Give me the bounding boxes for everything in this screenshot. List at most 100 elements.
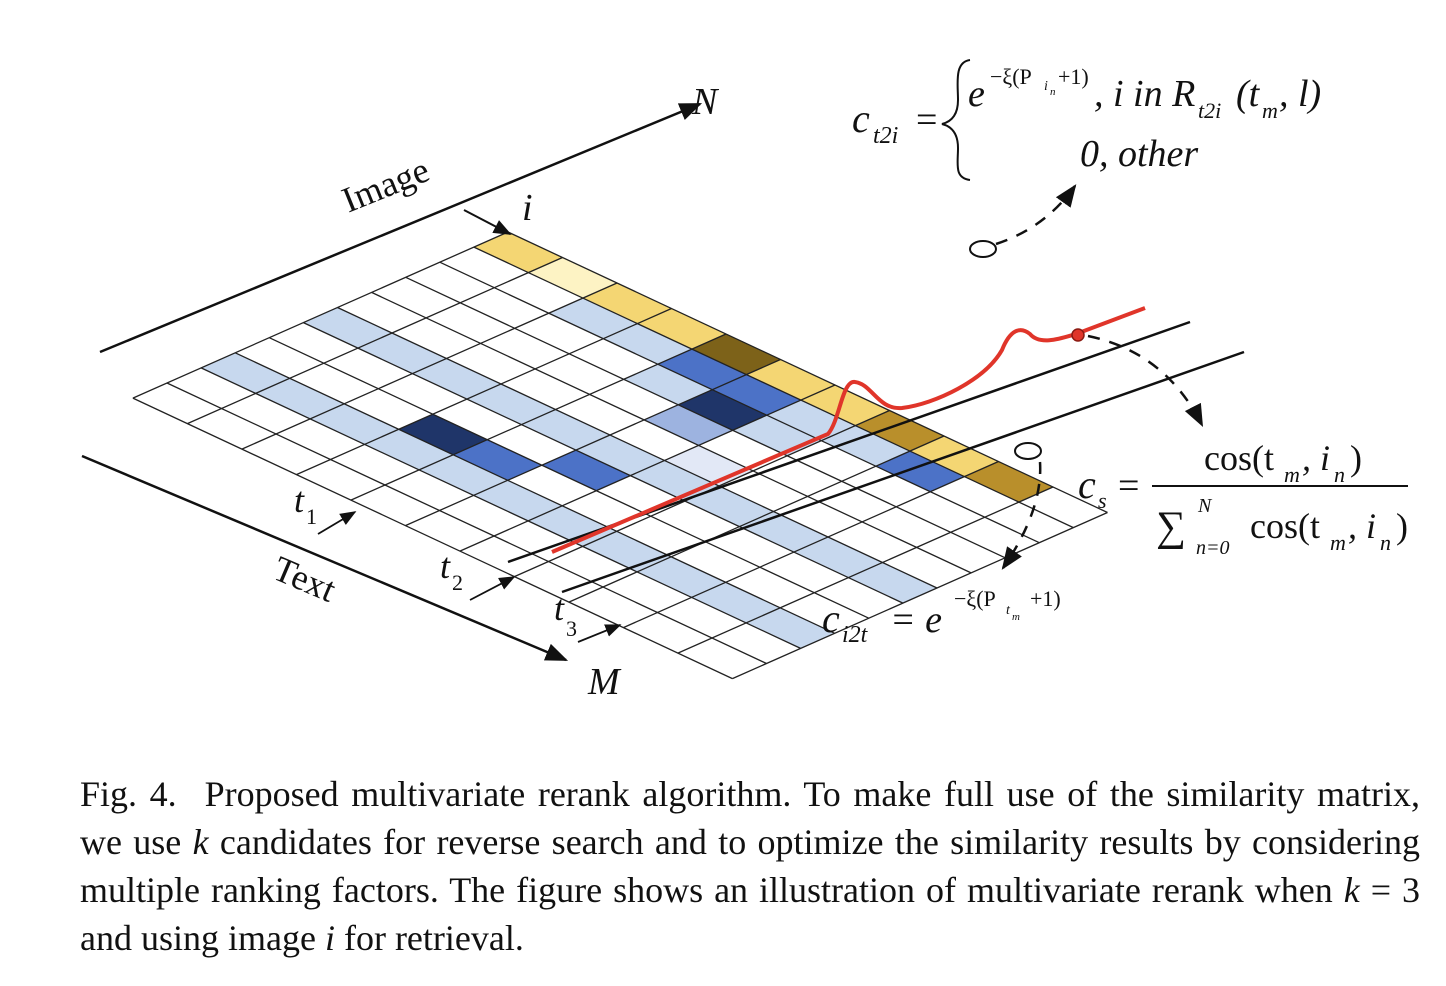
- svg-text:(t: (t: [1236, 73, 1261, 115]
- formula-c-s: c s = cos(t m , i n ) ∑ N n=0 cos(t m , …: [1078, 438, 1408, 559]
- n-axis-label: N: [691, 81, 720, 123]
- grid-line: [132, 231, 509, 399]
- grid-line: [337, 306, 938, 589]
- svg-text:3: 3: [566, 616, 577, 641]
- svg-text:t: t: [440, 546, 451, 586]
- row-label-t1: t 1: [294, 480, 357, 535]
- svg-text:−ξ(P: −ξ(P: [954, 586, 996, 611]
- matrix-cell: [691, 582, 781, 623]
- svg-text:1: 1: [306, 504, 317, 529]
- matrix-cell: [364, 429, 454, 470]
- matrix-cell: [691, 334, 781, 375]
- caption-text: Proposed multivariate rerank algorithm. …: [80, 774, 1420, 862]
- svg-text:m: m: [1284, 462, 1300, 487]
- matrix-cell: [637, 308, 726, 350]
- caption-i: i: [324, 918, 335, 958]
- t2i-pointer-arrow: [995, 184, 1077, 246]
- matrix-cell: [473, 480, 563, 521]
- svg-text:m: m: [1330, 530, 1346, 555]
- grid-line: [234, 352, 835, 634]
- matrix-cell: [398, 414, 488, 455]
- t2i-marker-dot: [969, 240, 997, 258]
- matrix-cell: [453, 439, 542, 481]
- grid-line: [269, 337, 870, 619]
- caption-text: for retrieval.: [334, 918, 524, 958]
- matrix-cell: [793, 537, 883, 578]
- svg-text:, l): , l): [1279, 73, 1321, 115]
- matrix-cell: [746, 607, 835, 649]
- svg-text:2: 2: [452, 570, 463, 595]
- matrix-cell: [528, 505, 617, 547]
- matrix-cell: [603, 323, 692, 365]
- matrix-cell: [521, 409, 610, 451]
- matrix-cell: [909, 436, 999, 477]
- matrix-cell: [684, 486, 774, 527]
- image-i-label: i: [522, 187, 533, 229]
- grid-line: [132, 397, 733, 680]
- row-label-t2: t 2: [440, 546, 516, 601]
- similarity-matrix-grid: [132, 231, 1108, 680]
- svg-text:N: N: [1197, 495, 1213, 517]
- svg-text:n=0: n=0: [1196, 537, 1230, 559]
- svg-text:n: n: [1050, 86, 1056, 98]
- matrix-cell: [528, 257, 617, 299]
- svg-text:c: c: [852, 96, 870, 141]
- svg-text:n: n: [1334, 462, 1345, 487]
- matrix-cell: [800, 385, 890, 426]
- figure-number: Fig. 4.: [80, 774, 177, 814]
- svg-text:e: e: [968, 73, 985, 115]
- image-i-pointer: [463, 209, 512, 235]
- matrix-cell: [623, 364, 713, 405]
- grid-line: [405, 276, 1006, 559]
- formula-c-t2i: c t2i = e −ξ(P i n +1) , i in R t2i (t m…: [852, 59, 1321, 181]
- similarity-matrix-cells: [201, 232, 1053, 649]
- cs-pointer-arrow: [1087, 334, 1204, 428]
- svg-text:0, other: 0, other: [1080, 133, 1198, 175]
- grid-line: [371, 291, 972, 574]
- matrix-cell: [473, 232, 563, 273]
- grid-line: [568, 435, 945, 603]
- svg-text:∑: ∑: [1156, 504, 1186, 550]
- svg-text:=: =: [1118, 465, 1139, 507]
- grid-line: [187, 256, 563, 425]
- grid-line: [459, 384, 836, 552]
- caption-text: candidates for reverse search and to opt…: [80, 822, 1421, 910]
- grid-line: [405, 358, 781, 527]
- svg-text:m: m: [1012, 611, 1020, 623]
- matrix-cell: [644, 404, 733, 446]
- matrix-cell: [821, 425, 910, 467]
- grid-line: [350, 333, 727, 501]
- formula-c-i2t: c i2t = e −ξ(P t m +1): [822, 586, 1061, 648]
- matrix-cell: [201, 352, 290, 394]
- svg-text:t2i: t2i: [1198, 98, 1221, 123]
- matrix-cell: [255, 378, 345, 419]
- figure-caption: Fig. 4. Proposed multivariate rerank algo…: [80, 770, 1420, 962]
- matrix-cell: [678, 389, 767, 431]
- grid-line: [296, 307, 672, 476]
- svg-text:): ): [1396, 506, 1408, 546]
- svg-text:cos(t: cos(t: [1204, 438, 1274, 478]
- svg-text:+1): +1): [1030, 586, 1061, 611]
- matrix-cell: [746, 359, 835, 401]
- svg-text:, i: , i: [1302, 438, 1330, 478]
- svg-text:t: t: [294, 480, 305, 520]
- i2t-marker-dot: [1014, 442, 1042, 460]
- caption-k: k: [1343, 870, 1360, 910]
- grid-line: [439, 261, 1040, 544]
- matrix-cell: [541, 450, 631, 491]
- svg-text:+1): +1): [1058, 64, 1089, 89]
- text-axis-line: [81, 454, 569, 662]
- matrix-cell: [548, 298, 638, 339]
- svg-text:, i in R: , i in R: [1094, 73, 1195, 115]
- caption-k: k: [192, 822, 209, 862]
- matrix-cell: [637, 556, 726, 598]
- matrix-cell: [357, 333, 447, 374]
- svg-text:cos(t: cos(t: [1250, 506, 1320, 546]
- svg-text:= e: = e: [890, 599, 942, 641]
- matrix-cell: [419, 454, 508, 496]
- image-axis-line: [99, 102, 703, 354]
- matrix-cell: [657, 349, 747, 390]
- matrix-cell: [766, 400, 856, 441]
- grid-line: [303, 322, 904, 604]
- grid-line: [241, 282, 618, 450]
